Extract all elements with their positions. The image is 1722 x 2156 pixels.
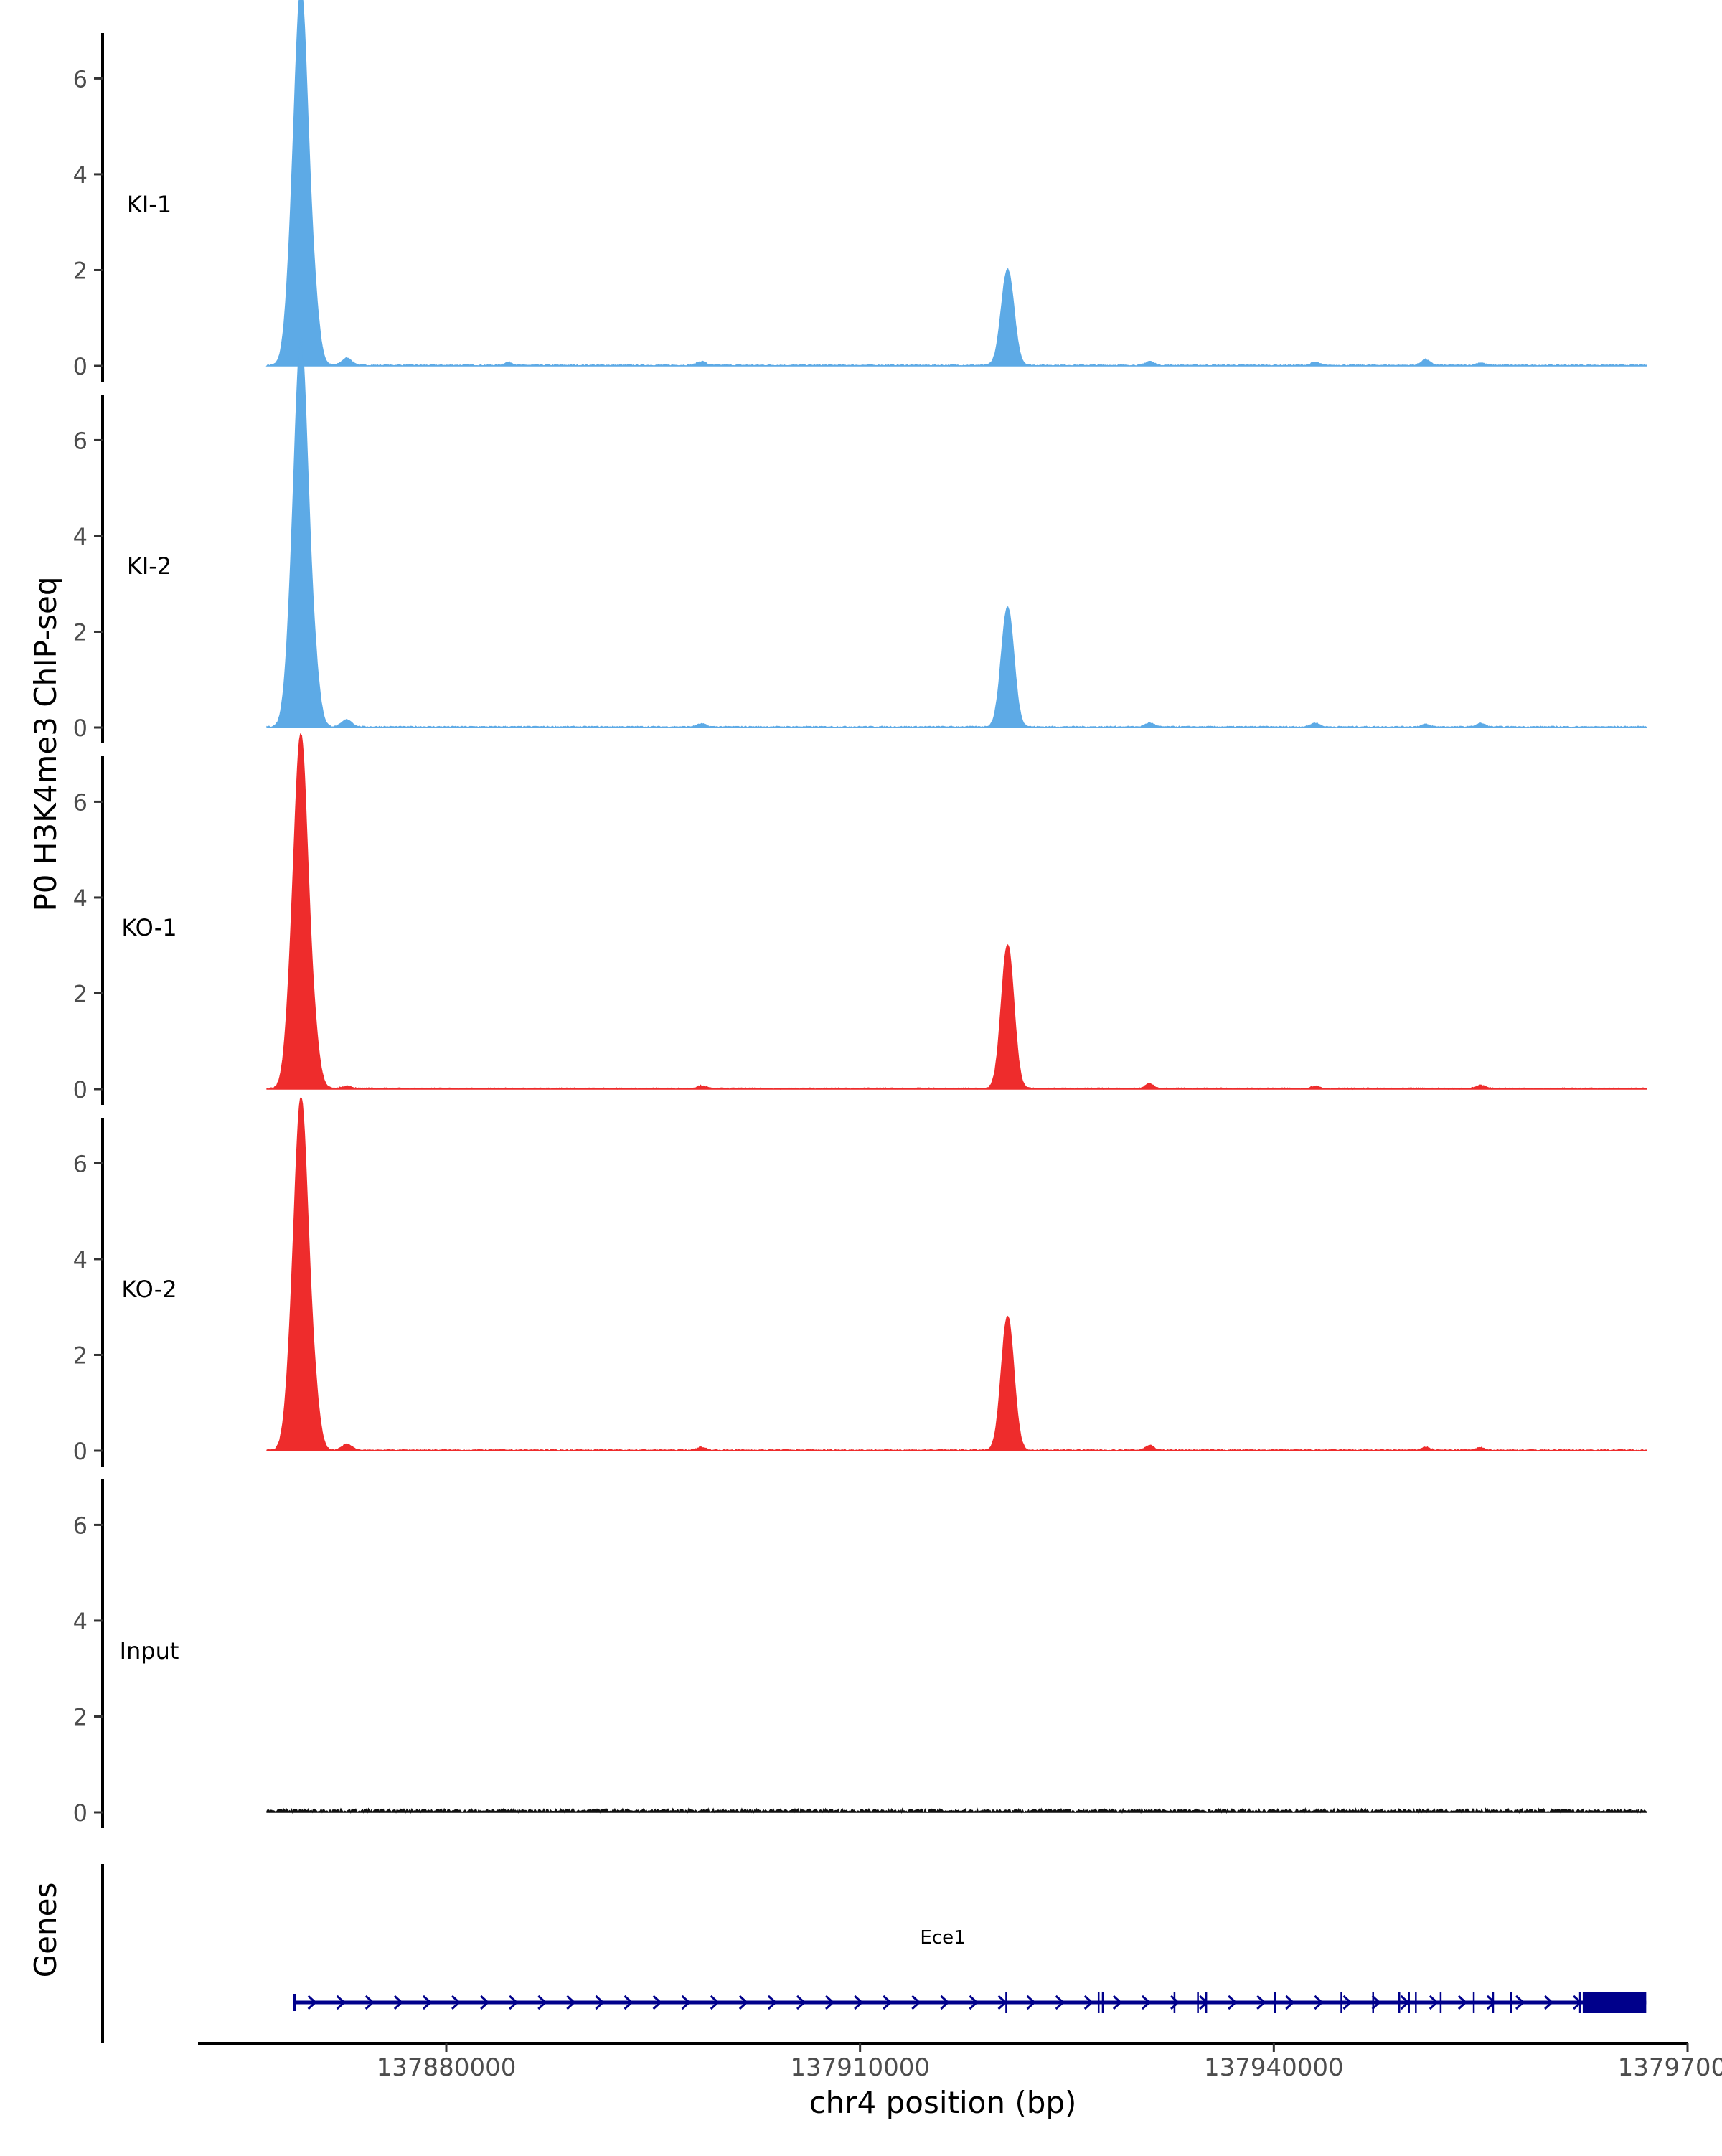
- strand-chevron: [1285, 1995, 1295, 2010]
- strand-chevron: [1256, 1995, 1266, 2010]
- strand-chevron: [940, 1995, 950, 2010]
- strand-chevron: [336, 1995, 346, 2010]
- strand-chevron: [1515, 1995, 1525, 2010]
- strand-chevron: [509, 1995, 519, 2010]
- strand-chevron: [825, 1995, 835, 2010]
- signal-area: [266, 1807, 1647, 1814]
- y-tick-label: 2: [73, 257, 88, 284]
- track-label: KO-2: [121, 1276, 177, 1303]
- track-label: KI-1: [127, 191, 171, 218]
- strand-chevron: [451, 1995, 461, 2010]
- track-label: KI-2: [127, 552, 171, 580]
- y-tick-label: 4: [73, 885, 88, 912]
- signal-area: [266, 338, 1647, 729]
- y-tick-label: 2: [73, 1342, 88, 1369]
- signal-area: [266, 733, 1647, 1091]
- strand-chevron: [969, 1995, 979, 2010]
- track-label: Input: [120, 1637, 179, 1665]
- strand-chevron: [1170, 1995, 1180, 2010]
- strand-chevron: [1314, 1995, 1324, 2010]
- y-tick-label: 4: [73, 1246, 88, 1274]
- strand-chevron: [480, 1995, 490, 2010]
- y-tick-label: 4: [73, 161, 88, 189]
- y-tick-label: 6: [73, 1512, 88, 1539]
- strand-chevron: [364, 1995, 375, 2010]
- strand-chevron: [1544, 1995, 1554, 2010]
- strand-chevron: [1083, 1995, 1094, 2010]
- y-tick-label: 6: [73, 427, 88, 454]
- strand-chevron: [595, 1995, 605, 2010]
- strand-chevron: [1429, 1995, 1439, 2010]
- strand-chevron: [1055, 1995, 1065, 2010]
- strand-chevron: [1486, 1995, 1497, 2010]
- track-label: KO-1: [121, 914, 177, 941]
- strand-chevron: [883, 1995, 893, 2010]
- strand-chevron: [710, 1995, 720, 2010]
- signal-area: [265, 0, 1647, 367]
- strand-chevron: [1342, 1995, 1352, 2010]
- strand-chevron: [738, 1995, 749, 2010]
- y-tick-label: 2: [73, 1703, 88, 1731]
- y-tick-label: 0: [73, 353, 88, 380]
- strand-chevron: [854, 1995, 864, 2010]
- strand-chevron: [624, 1995, 634, 2010]
- strand-chevron: [1026, 1995, 1036, 2010]
- strand-chevron: [537, 1995, 547, 2010]
- signal-area: [266, 1097, 1647, 1452]
- y-tick-label: 6: [73, 789, 88, 816]
- y-axis-title: P0 H3K4me3 ChIP-seq: [28, 576, 63, 911]
- y-tick-label: 2: [73, 980, 88, 1007]
- strand-chevron: [1112, 1995, 1123, 2010]
- x-tick-label: 137970000: [1618, 2053, 1722, 2082]
- x-tick-label: 137880000: [377, 2053, 517, 2082]
- strand-chevron: [1141, 1995, 1152, 2010]
- strand-chevron: [767, 1995, 778, 2010]
- y-tick-label: 0: [73, 715, 88, 742]
- y-tick-label: 4: [73, 1608, 88, 1635]
- gene-label: Ece1: [920, 1927, 965, 1949]
- y-tick-label: 0: [73, 1438, 88, 1465]
- strand-chevron: [652, 1995, 662, 2010]
- strand-chevron: [681, 1995, 691, 2010]
- x-tick-label: 137940000: [1204, 2053, 1344, 2082]
- y-tick-label: 6: [73, 1150, 88, 1177]
- y-tick-label: 4: [73, 523, 88, 550]
- strand-chevron: [566, 1995, 576, 2010]
- x-axis-title: chr4 position (bp): [809, 2085, 1077, 2120]
- strand-chevron: [796, 1995, 806, 2010]
- strand-chevron: [911, 1995, 921, 2010]
- strand-chevron: [1228, 1995, 1238, 2010]
- y-tick-label: 0: [73, 1799, 88, 1827]
- strand-chevron: [307, 1995, 317, 2010]
- strand-chevron: [422, 1995, 433, 2010]
- genes-axis-title: Genes: [28, 1883, 63, 1978]
- x-tick-label: 137910000: [790, 2053, 930, 2082]
- gene-end-block: [1582, 1992, 1647, 2013]
- y-tick-label: 6: [73, 65, 88, 93]
- y-tick-label: 2: [73, 618, 88, 646]
- y-tick-label: 0: [73, 1076, 88, 1103]
- strand-chevron: [393, 1995, 404, 2010]
- strand-chevron: [1371, 1995, 1381, 2010]
- strand-chevron: [1457, 1995, 1468, 2010]
